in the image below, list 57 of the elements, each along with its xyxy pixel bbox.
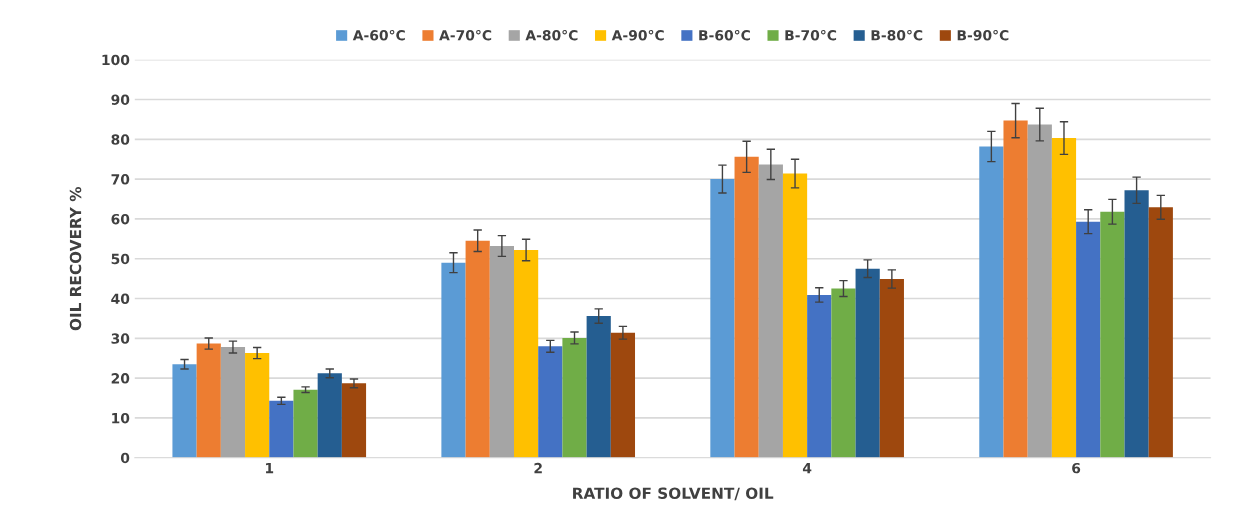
bar [293,389,318,458]
y-tick-label: 10 [112,412,130,424]
bar [1148,207,1173,458]
y-tick-label: 90 [111,94,130,105]
legend-label: A-60°C [352,29,405,41]
bar [710,179,735,458]
legend-label: A-70°C [439,29,492,41]
y-tick-label: 0 [120,452,130,464]
bar [610,332,636,458]
y-tick-label: 20 [111,373,130,384]
y-tick-label: 40 [111,293,130,304]
y-tick-label: 60 [111,213,130,225]
x-tick-label: 6 [1072,462,1081,474]
bar [1051,138,1077,458]
legend-label: B-80°C [871,29,923,41]
bar [758,164,783,458]
y-axis-title: OIL RECOVERY % [69,186,82,331]
bar [220,347,246,458]
bar [1100,211,1125,458]
bar [1076,221,1101,458]
bar [172,364,197,458]
bar [782,173,808,458]
legend-label: B-90°C [957,29,1009,41]
x-tick-label: 2 [534,462,542,474]
legend-label: B-60°C [699,29,750,41]
y-tick-label: 80 [111,134,130,145]
y-tick-label: 30 [111,333,130,344]
bar [979,146,1004,458]
bar [586,316,611,458]
bar [341,383,367,458]
bar [1003,120,1028,458]
legend-label: A-90°C [611,29,664,41]
bar [734,156,759,458]
bar [1124,190,1149,458]
y-tick-label: 100 [102,54,130,66]
bar [879,279,904,458]
bar [269,400,294,458]
bar [538,346,563,458]
legend-label: B-70°C [785,29,837,41]
bar [807,294,832,458]
bar [196,343,221,458]
bar [855,268,880,458]
bar [317,373,342,458]
x-tick-label: 4 [802,463,812,474]
bar [562,337,587,458]
bar [831,288,856,458]
legend-label: A-80°C [525,29,578,41]
y-tick-label: 50 [111,253,130,265]
x-axis-title: RATIO OF SOLVENT/ OIL [573,487,774,501]
bar [441,262,466,458]
bar [465,240,490,458]
bar [245,353,270,458]
y-tick-label: 70 [111,174,130,185]
x-tick-label: 1 [265,463,274,474]
bar [489,245,514,458]
bar [514,249,539,458]
bar [1027,124,1052,458]
